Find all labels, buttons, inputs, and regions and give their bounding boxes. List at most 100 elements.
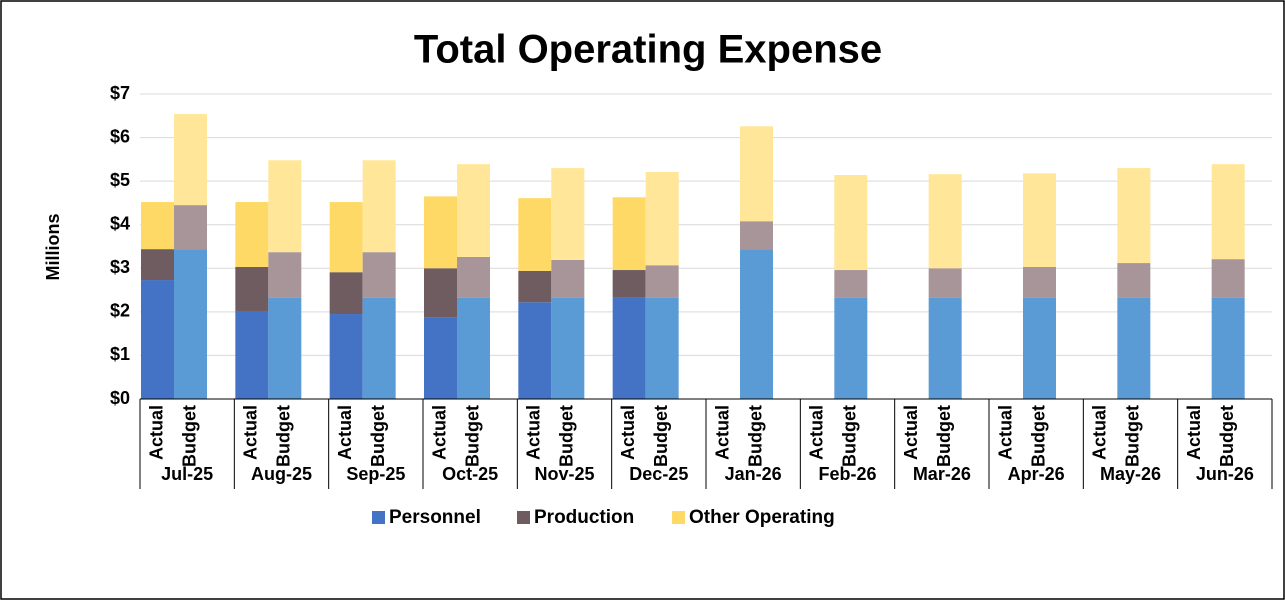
bar-segment	[518, 198, 552, 271]
legend-label: Personnel	[389, 507, 481, 528]
legend-swatch	[672, 511, 685, 524]
bar-segment	[362, 160, 396, 253]
x-tick-label: Aug-25	[251, 464, 312, 484]
subcategory-label: Actual	[1090, 405, 1110, 460]
bar-segment	[740, 249, 773, 399]
bar-segment	[551, 297, 585, 399]
y-tick-label: $5	[110, 170, 130, 190]
x-tick-label: Jun-26	[1196, 464, 1254, 484]
bar-segment	[645, 265, 679, 298]
bar-segment	[329, 202, 363, 273]
bar-segment	[268, 297, 302, 399]
bar-segment	[612, 197, 646, 271]
x-tick-label: May-26	[1100, 464, 1161, 484]
subcategory-label: Budget	[651, 405, 671, 467]
bar-segment	[457, 256, 490, 298]
bar-segment	[645, 171, 679, 266]
bar-segment	[174, 205, 207, 250]
subcategory-label: Actual	[995, 405, 1015, 460]
bar-segment	[329, 272, 363, 315]
y-tick-label: $3	[110, 257, 130, 277]
bar-segment	[834, 297, 868, 399]
bar-segment	[551, 168, 585, 261]
bar-segment	[362, 297, 396, 399]
x-tick-label: Mar-26	[913, 464, 971, 484]
bar-segment	[457, 297, 490, 399]
bar-segment	[457, 164, 490, 257]
subcategory-label: Budget	[745, 405, 765, 467]
y-axis-label: Millions	[43, 214, 63, 281]
bar-segment	[834, 175, 868, 271]
x-tick-label: Apr-26	[1008, 464, 1065, 484]
bar-segment	[1211, 259, 1245, 298]
bar-segment	[329, 314, 363, 399]
subcategory-label: Actual	[618, 405, 638, 460]
y-tick-label: $2	[110, 301, 130, 321]
bar-segment	[174, 114, 207, 206]
bar-segment	[1117, 263, 1151, 298]
bar-segment	[551, 260, 585, 298]
bar-segment	[1211, 164, 1245, 260]
legend-swatch	[372, 511, 385, 524]
subcategory-label: Budget	[274, 405, 294, 467]
bar-segment	[174, 249, 207, 399]
bar-segment	[362, 252, 396, 298]
subcategory-label: Actual	[1184, 405, 1204, 460]
subcategory-label: Budget	[179, 405, 199, 467]
bar-segment	[1117, 297, 1151, 399]
subcategory-label: Actual	[241, 405, 261, 460]
x-tick-label: Feb-26	[818, 464, 876, 484]
bar-segment	[740, 221, 773, 250]
bar-segment	[834, 270, 868, 298]
bar-segment	[424, 317, 457, 399]
bar-segment	[424, 196, 457, 269]
subcategory-label: Actual	[429, 405, 449, 460]
subcategory-label: Budget	[462, 405, 482, 467]
bar-segment	[1023, 297, 1056, 399]
subcategory-label: Budget	[1123, 405, 1143, 467]
legend-label: Other Operating	[689, 507, 835, 528]
x-tick-label: Jul-25	[161, 464, 213, 484]
bar-segment	[518, 302, 552, 399]
x-tick-label: Jan-26	[725, 464, 782, 484]
y-tick-label: $7	[110, 83, 130, 103]
bar-segment	[424, 268, 457, 318]
bar-segment	[612, 270, 646, 298]
subcategory-label: Budget	[557, 405, 577, 467]
bar-segment	[1117, 168, 1151, 264]
bar-segment	[1023, 266, 1056, 298]
bar-segment	[268, 160, 302, 253]
subcategory-label: Budget	[934, 405, 954, 467]
bar-segment	[518, 270, 552, 303]
subcategory-label: Budget	[1028, 405, 1048, 467]
bar-segment	[612, 297, 646, 399]
bar-segment	[740, 126, 773, 222]
bar-segment	[235, 310, 269, 399]
x-tick-label: Nov-25	[534, 464, 594, 484]
subcategory-label: Actual	[807, 405, 827, 460]
subcategory-label: Actual	[146, 405, 166, 460]
bar-segment	[928, 268, 962, 298]
bar-segment	[141, 280, 174, 399]
subcategory-label: Budget	[840, 405, 860, 467]
bar-segment	[928, 174, 962, 269]
subcategory-label: Actual	[712, 405, 732, 460]
subcategory-label: Actual	[901, 405, 921, 460]
chart-title: Total Operating Expense	[414, 28, 882, 72]
legend-label: Production	[534, 507, 634, 528]
y-tick-label: $4	[110, 213, 130, 233]
x-tick-label: Oct-25	[442, 464, 498, 484]
subcategory-label: Actual	[335, 405, 355, 460]
bar-segment	[928, 297, 962, 399]
x-tick-label: Sep-25	[346, 464, 405, 484]
y-tick-label: $6	[110, 126, 130, 146]
bar-segment	[141, 202, 174, 250]
legend-swatch	[517, 511, 530, 524]
bar-segment	[235, 202, 269, 267]
subcategory-label: Actual	[524, 405, 544, 460]
bar-segment	[141, 249, 174, 281]
y-tick-label: $1	[110, 344, 130, 364]
bar-segment	[235, 266, 269, 311]
subcategory-label: Budget	[1217, 405, 1237, 467]
